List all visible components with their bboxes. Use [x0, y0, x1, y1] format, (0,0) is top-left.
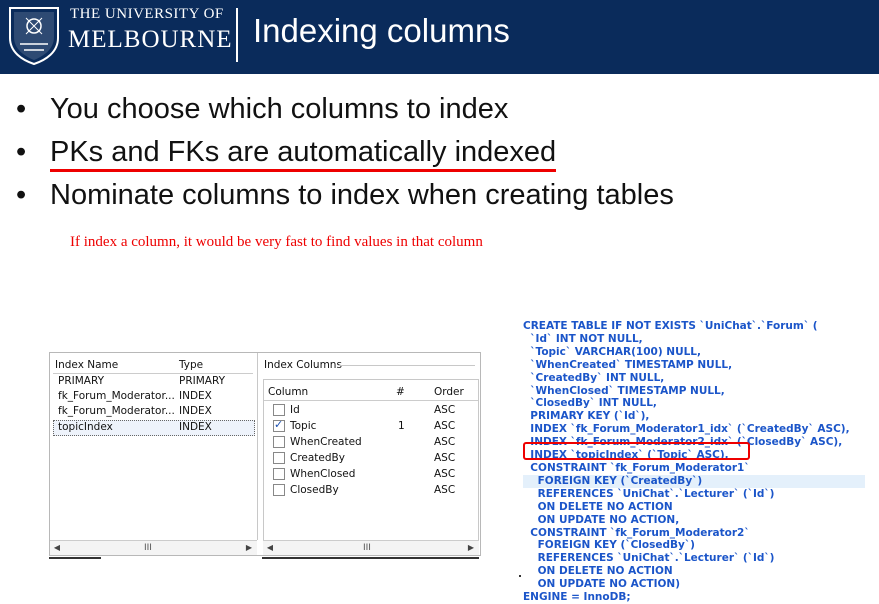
sql-line: CONSTRAINT `fk_Forum_Moderator2` — [523, 526, 750, 539]
index-row[interactable]: PRIMARY PRIMARY — [53, 375, 253, 389]
bullet-text: You choose which columns to index — [50, 93, 509, 125]
column-name: ClosedBy — [290, 484, 339, 496]
sql-line: PRIMARY KEY (`Id`), — [523, 410, 650, 423]
column-name: CreatedBy — [290, 452, 345, 464]
header-index-name[interactable]: Index Name — [55, 359, 119, 371]
column-order[interactable]: ASC — [434, 404, 456, 416]
annotation-note: If index a column, it would be very fast… — [70, 234, 483, 250]
column-name: WhenCreated — [290, 436, 362, 448]
index-list-header: Index Name Type — [53, 359, 253, 374]
index-columns-label: Index Columns — [264, 359, 342, 371]
index-row-selected[interactable]: topicIndex INDEX — [53, 420, 255, 436]
header-order[interactable]: Order — [434, 386, 464, 398]
header-divider — [236, 8, 238, 62]
sql-line: CREATE TABLE IF NOT EXISTS `UniChat`.`Fo… — [523, 320, 818, 332]
scroll-grip[interactable]: III — [144, 543, 152, 553]
column-checkbox[interactable] — [273, 484, 285, 496]
column-row[interactable]: Id ASC — [264, 404, 478, 418]
code-margin-mark — [519, 575, 521, 577]
columns-scrollbar[interactable]: ◀ III ▶ — [263, 540, 479, 555]
university-crest-icon — [9, 7, 59, 66]
scroll-left-icon[interactable]: ◀ — [53, 543, 61, 552]
sql-line: INDEX `fk_Forum_Moderator1_idx` (`Create… — [523, 423, 850, 436]
header-type[interactable]: Type — [179, 359, 204, 371]
sql-line: CONSTRAINT `fk_Forum_Moderator1` — [523, 461, 750, 474]
sql-line: `Id` INT NOT NULL, — [523, 332, 643, 345]
sql-line: REFERENCES `UniChat`.`Lecturer` (`Id`) — [523, 487, 775, 500]
index-type: PRIMARY — [179, 375, 226, 387]
bullet-dot: • — [16, 136, 27, 168]
index-name: fk_Forum_Moderator... — [58, 405, 175, 417]
index-row[interactable]: fk_Forum_Moderator... INDEX — [53, 405, 253, 419]
bullet-item: • Nominate columns to index when creating… — [10, 174, 674, 217]
index-name: fk_Forum_Moderator... — [58, 390, 175, 402]
column-checkbox[interactable] — [273, 452, 285, 464]
index-name: topicIndex — [58, 421, 113, 433]
column-checkbox[interactable] — [273, 436, 285, 448]
panel-bottom-bar — [262, 557, 479, 559]
sql-line: `WhenCreated` TIMESTAMP NULL, — [523, 358, 733, 371]
group-divider — [339, 365, 475, 366]
slide-header: THE UNIVERSITY OF MELBOURNE Indexing col… — [0, 0, 879, 74]
scroll-right-icon[interactable]: ▶ — [467, 543, 475, 552]
column-name: Id — [290, 404, 300, 416]
column-checkbox[interactable] — [273, 468, 285, 480]
bullet-item: • You choose which columns to index — [10, 88, 674, 131]
sql-line: ENGINE = InnoDB; — [523, 591, 631, 604]
index-type: INDEX — [179, 405, 212, 417]
bullet-text-underlined: PKs and FKs are automatically indexed — [50, 136, 557, 172]
header-column[interactable]: Column — [268, 386, 309, 398]
bullet-item: • PKs and FKs are automatically indexed — [10, 131, 674, 174]
scroll-right-icon[interactable]: ▶ — [245, 543, 253, 552]
panel-bottom-bar — [49, 557, 101, 559]
university-name-line2: MELBOURNE — [68, 26, 233, 53]
bullet-list: • You choose which columns to index • PKs … — [10, 88, 674, 217]
university-name-line1: THE UNIVERSITY OF — [70, 6, 224, 22]
column-order[interactable]: ASC — [434, 468, 456, 480]
column-checkbox-checked[interactable] — [273, 418, 285, 432]
column-row[interactable]: ClosedBy ASC — [264, 484, 478, 498]
sql-line: `WhenClosed` TIMESTAMP NULL, — [523, 384, 725, 397]
sql-line: REFERENCES `UniChat`.`Lecturer` (`Id`) — [523, 552, 775, 565]
sql-code-block: CREATE TABLE IF NOT EXISTS `UniChat`.`Fo… — [523, 320, 873, 604]
bullet-text: Nominate columns to index when creating … — [50, 179, 674, 211]
sql-line: FOREIGN KEY (`ClosedBy`) — [523, 539, 695, 552]
column-row[interactable]: Topic 1 ASC — [264, 418, 478, 434]
sql-line: ON UPDATE NO ACTION) — [523, 578, 681, 591]
index-columns-table: Column # Order Id ASC Topic 1 ASC WhenCr… — [263, 379, 479, 541]
sql-line: `Topic` VARCHAR(100) NULL, — [523, 345, 701, 358]
column-number: 1 — [398, 420, 405, 432]
sql-line: ON UPDATE NO ACTION, — [523, 513, 680, 526]
scroll-left-icon[interactable]: ◀ — [266, 543, 274, 552]
index-editor-panel: Index Name Type PRIMARY PRIMARY fk_Forum… — [49, 352, 481, 556]
index-list: Index Name Type PRIMARY PRIMARY fk_Forum… — [50, 353, 258, 540]
scroll-grip[interactable]: III — [363, 543, 371, 553]
index-name: PRIMARY — [58, 375, 105, 387]
sql-highlight-box — [523, 442, 750, 460]
column-order[interactable]: ASC — [434, 436, 456, 448]
column-name: WhenClosed — [290, 468, 356, 480]
index-type: INDEX — [179, 421, 212, 433]
index-type: INDEX — [179, 390, 212, 402]
sql-line: ON DELETE NO ACTION — [523, 565, 673, 578]
bullet-dot: • — [16, 179, 27, 211]
slide-title: Indexing columns — [253, 12, 510, 49]
column-order[interactable]: ASC — [434, 452, 456, 464]
column-row[interactable]: WhenClosed ASC — [264, 468, 478, 482]
column-checkbox[interactable] — [273, 404, 285, 416]
columns-header: Column # Order — [264, 386, 478, 401]
sql-line: `ClosedBy` INT NULL, — [523, 397, 657, 410]
sql-line: `CreatedBy` INT NULL, — [523, 371, 665, 384]
header-number[interactable]: # — [396, 386, 405, 398]
column-name: Topic — [290, 420, 317, 432]
column-order[interactable]: ASC — [434, 420, 456, 432]
sql-line: ON DELETE NO ACTION — [523, 500, 673, 513]
column-order[interactable]: ASC — [434, 484, 456, 496]
index-list-scrollbar[interactable]: ◀ III ▶ — [50, 540, 257, 555]
column-row[interactable]: CreatedBy ASC — [264, 452, 478, 466]
sql-line: FOREIGN KEY (`CreatedBy`) — [523, 474, 865, 488]
bullet-dot: • — [16, 93, 27, 125]
column-row[interactable]: WhenCreated ASC — [264, 436, 478, 450]
index-row[interactable]: fk_Forum_Moderator... INDEX — [53, 390, 253, 404]
